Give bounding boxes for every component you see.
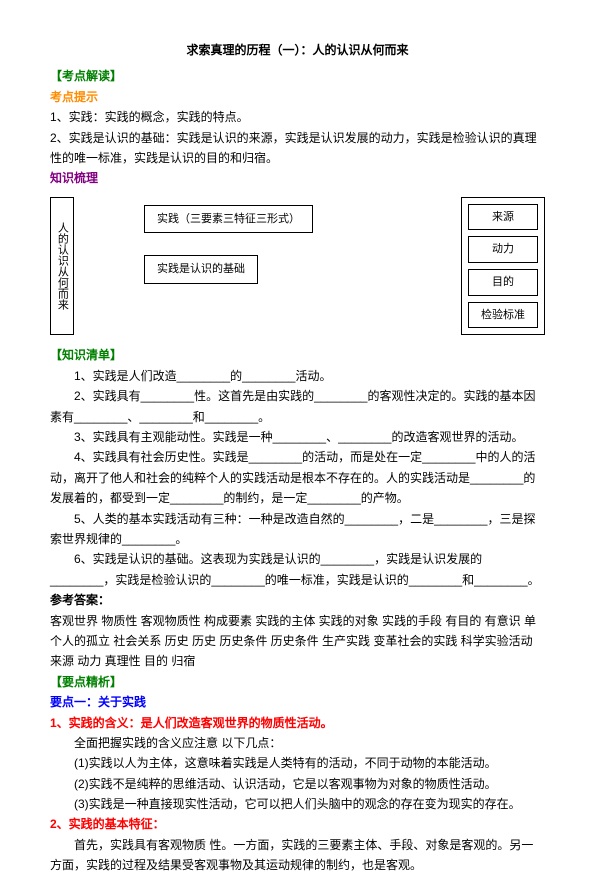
yd1-p2: (2)实践不是纯粹的思维活动、认识活动，它是以客观事物为对象的物质性活动。 (50, 774, 545, 794)
yd1-p3: (3)实践是一种直接现实性活动，它可以把人们头脑中的观念的存在变为现实的存在。 (50, 794, 545, 814)
diagram-right-2: 动力 (468, 236, 538, 263)
diagram: 人的认识从何而来 实践（三要素三特征三形式） 实践是认识的基础 来源 动力 目的… (50, 197, 545, 336)
diagram-right-group: 来源 动力 目的 检验标准 (461, 197, 545, 336)
header-zsmh: 知识梳理 (50, 168, 545, 188)
yd1-subtitle1: 1、实践的含义：是人们改造客观世界的物质性活动。 (50, 713, 545, 733)
diagram-right-1: 来源 (468, 204, 538, 231)
header-zsqd: 【知识清单】 (50, 345, 545, 365)
kdts-item2: 2、实践是认识的基础：实践是认识的来源，实践是认识发展的动力，实践是检验认识的真… (50, 128, 545, 169)
page-title: 求索真理的历程（一）：人的认识从何而来 (50, 40, 545, 60)
diagram-middle: 实践（三要素三特征三形式） 实践是认识的基础 (74, 197, 461, 336)
zsqd-q1: 1、实践是人们改造________的________活动。 (50, 366, 545, 386)
header-yd1: 要点一：关于实践 (50, 692, 545, 712)
diagram-box2: 实践是认识的基础 (144, 255, 258, 284)
yd1-subtitle2: 2、实践的基本特征： (50, 814, 545, 834)
header-kdts: 考点提示 (50, 87, 545, 107)
header-kdjd: 【考点解读】 (50, 66, 545, 86)
kdts-item1: 1、实践：实践的概念，实践的特点。 (50, 107, 545, 127)
zsqd-q4: 4、实践具有社会历史性。实践是________的活动，而是处在一定_______… (50, 447, 545, 508)
zsqd-q3: 3、实践具有主观能动性。实践是一种________、________的改造客观世… (50, 427, 545, 447)
yd1-2-text: 首先，实践具有客观物质 性。一方面，实践的三要素主体、手段、对象是客观的。另一方… (50, 835, 545, 876)
ckda-text: 客观世界 物质性 客观物质性 构成要素 实践的主体 实践的对象 实践的手段 有目… (50, 611, 545, 672)
diagram-right-3: 目的 (468, 269, 538, 296)
diagram-box1: 实践（三要素三特征三形式） (144, 205, 313, 234)
zsqd-q6: 6、实践是认识的基础。这表现为实践是认识的________，实践是认识发展的__… (50, 549, 545, 590)
header-ckda: 参考答案： (50, 590, 545, 610)
yd1-p1: (1)实践以人为主体，这意味着实践是人类特有的活动，不同于动物的本能活动。 (50, 753, 545, 773)
zsqd-q5: 5、人类的基本实践活动有三种：一种是改造自然的________，二是______… (50, 509, 545, 550)
zsqd-q2: 2、实践具有________性。这首先是由实践的________的客观性决定的。… (50, 386, 545, 427)
header-ydjx: 【要点精析】 (50, 672, 545, 692)
diagram-right-4: 检验标准 (468, 302, 538, 329)
diagram-left-label: 人的认识从何而来 (50, 197, 74, 336)
yd1-lead: 全面把握实践的含义应注意 以下几点： (50, 733, 545, 753)
